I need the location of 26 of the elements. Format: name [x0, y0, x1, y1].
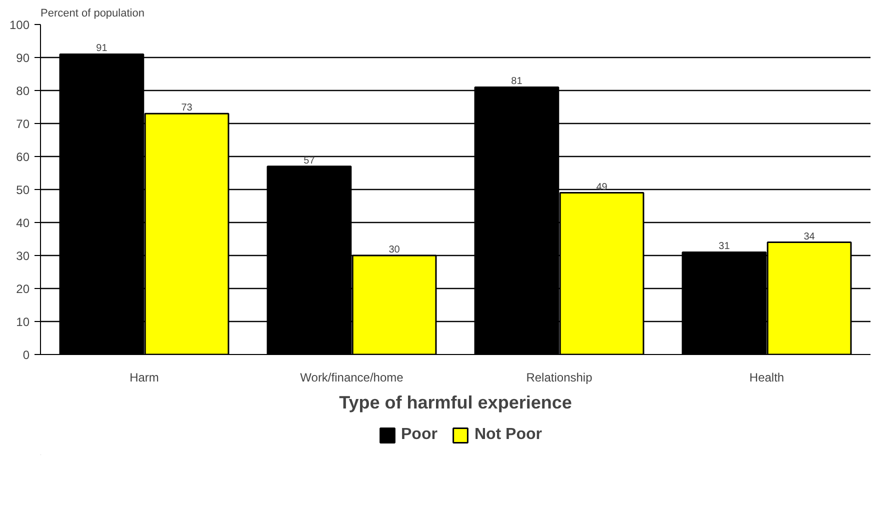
- y-tick-label: 90: [16, 51, 30, 65]
- y-tick-label: 100: [9, 18, 30, 32]
- data-label: 57: [304, 155, 316, 166]
- x-tick-label: Harm: [130, 370, 159, 384]
- data-label: 73: [181, 102, 193, 114]
- x-axis-title: Type of harmful experience: [339, 392, 572, 412]
- data-label: 81: [511, 76, 523, 88]
- x-tick-label: Health: [749, 370, 784, 384]
- y-tick-label: 50: [16, 183, 30, 197]
- legend-label: Not Poor: [474, 426, 542, 444]
- y-axis-title: Percent of population: [40, 8, 144, 20]
- data-label: 91: [96, 43, 108, 54]
- x-tick-label: Work/finance/home: [300, 370, 404, 384]
- legend-label: Poor: [401, 426, 438, 444]
- y-tick-label: 20: [16, 282, 30, 296]
- y-tick-label: 10: [16, 315, 30, 329]
- y-tick-label: 30: [16, 249, 30, 263]
- y-tick-label: 0: [22, 348, 30, 362]
- data-label: 34: [804, 231, 816, 242]
- y-tick-label: 60: [16, 150, 30, 164]
- data-label: 30: [388, 244, 400, 256]
- x-tick-label: Relationship: [526, 370, 593, 384]
- data-label: 31: [718, 241, 730, 252]
- y-tick-label: 40: [16, 216, 30, 230]
- y-tick-label: 80: [16, 84, 30, 98]
- y-tick-label: 70: [16, 117, 30, 131]
